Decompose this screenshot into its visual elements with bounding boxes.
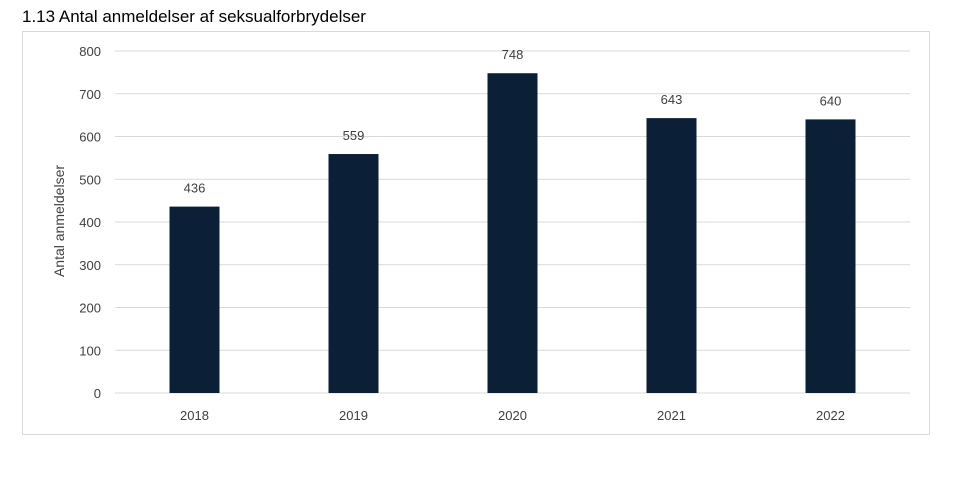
y-tick-label: 0 bbox=[94, 386, 101, 401]
chart-frame bbox=[22, 31, 930, 435]
y-tick-label: 400 bbox=[79, 215, 101, 230]
bar-2020 bbox=[487, 73, 538, 393]
x-tick-label-2021: 2021 bbox=[657, 408, 686, 423]
y-tick-label: 700 bbox=[79, 87, 101, 102]
x-axis-ticks: 2018 2019 2020 2021 2022 bbox=[180, 408, 845, 423]
x-tick-label-2018: 2018 bbox=[180, 408, 209, 423]
bars bbox=[169, 73, 856, 394]
y-tick-label: 500 bbox=[79, 172, 101, 187]
data-label-2019: 559 bbox=[343, 128, 365, 143]
x-tick-label-2022: 2022 bbox=[816, 408, 845, 423]
bar-2018 bbox=[169, 206, 220, 393]
y-tick-label: 600 bbox=[79, 130, 101, 145]
y-axis-ticks: 0 100 200 300 400 500 600 700 800 bbox=[79, 44, 101, 401]
y-tick-label: 800 bbox=[79, 44, 101, 59]
x-tick-label-2019: 2019 bbox=[339, 408, 368, 423]
y-tick-label: 200 bbox=[79, 301, 101, 316]
data-label-2022: 640 bbox=[820, 93, 842, 108]
y-tick-label: 100 bbox=[79, 343, 101, 358]
bar-2019 bbox=[328, 154, 379, 393]
data-label-2020: 748 bbox=[502, 47, 524, 62]
data-labels: 436 559 748 643 640 bbox=[184, 47, 842, 195]
data-label-2021: 643 bbox=[661, 92, 683, 107]
data-label-2018: 436 bbox=[184, 181, 206, 196]
chart-title: 1.13 Antal anmeldelser af seksualforbryd… bbox=[22, 7, 366, 26]
y-axis-label: Antal anmeldelser bbox=[51, 165, 67, 277]
bar-2021 bbox=[646, 118, 697, 394]
bar-2022 bbox=[805, 119, 856, 394]
x-tick-label-2020: 2020 bbox=[498, 408, 527, 423]
y-tick-label: 300 bbox=[79, 258, 101, 273]
